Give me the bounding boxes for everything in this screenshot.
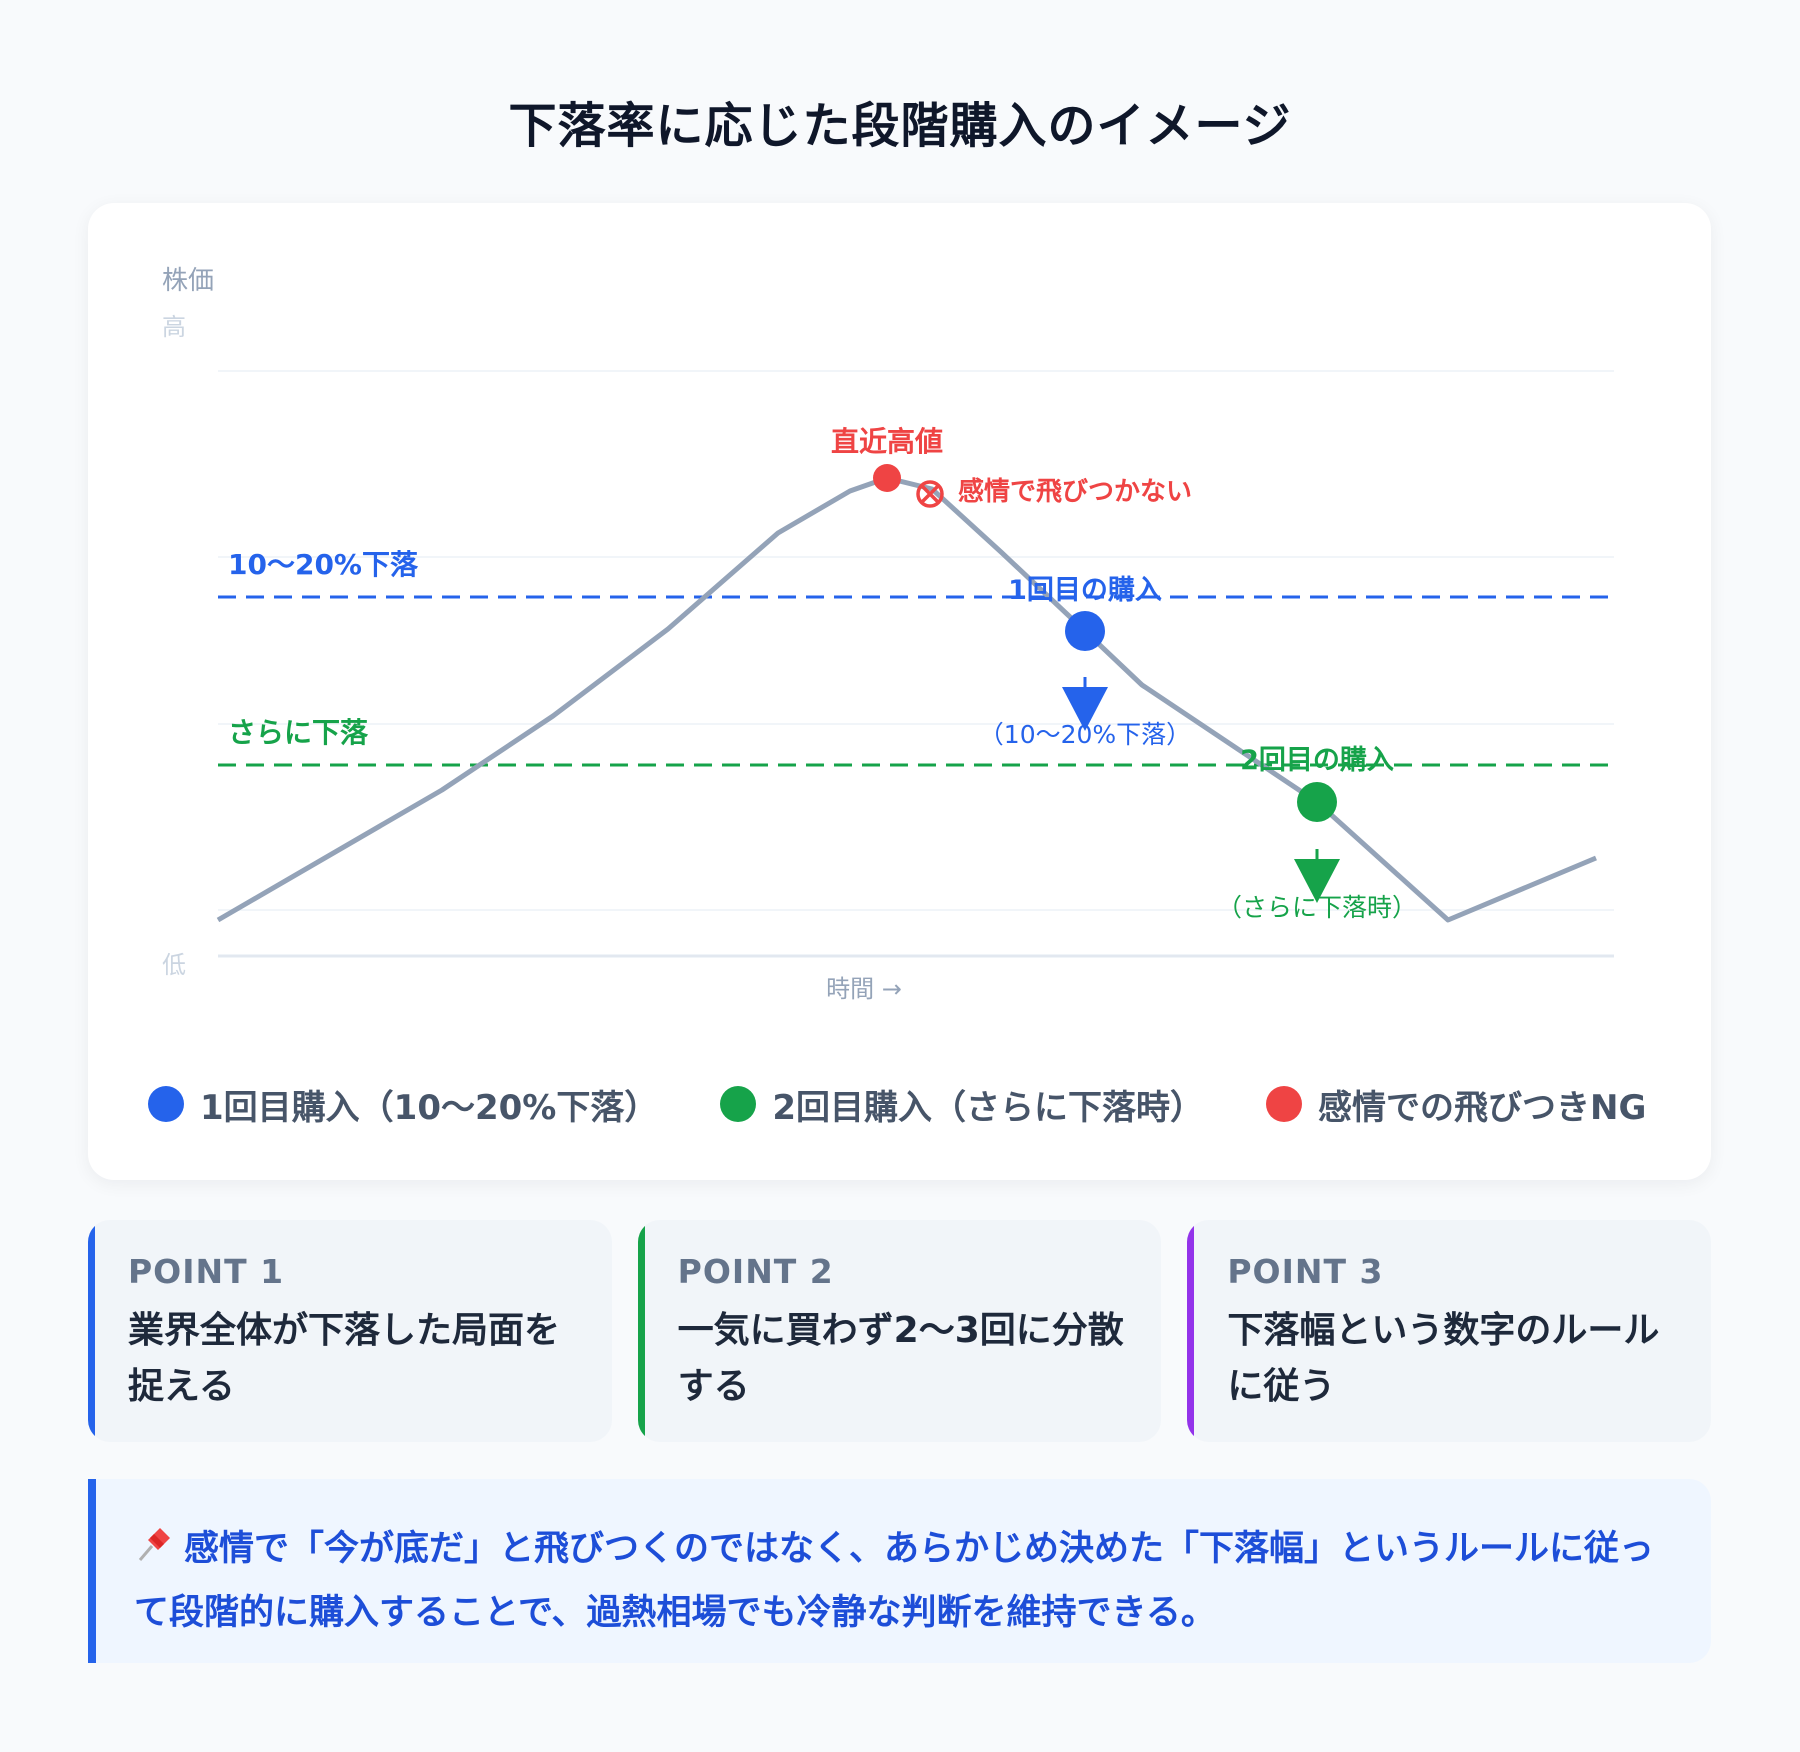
accent-bar [1187, 1220, 1195, 1442]
blue-threshold-label: 10〜20%下落 [228, 548, 419, 581]
buy2-sub-label: （さらに下落時） [1217, 893, 1417, 922]
red-dot-icon [1266, 1086, 1303, 1122]
point-text: 業界全体が下落した局面を捉える [128, 1310, 561, 1407]
accent-bar [637, 1220, 645, 1442]
point-label: POINT 1 [128, 1252, 285, 1291]
blue-dot-icon [148, 1086, 184, 1122]
green-dot-icon [720, 1086, 757, 1122]
x-axis-label: 時間 → [826, 975, 902, 1003]
chart-legend: 1回目購入（10〜20%下落） 2回目購入（さらに下落時） 感情での飛びつきNG [148, 1079, 1671, 1129]
note-text: 感情で「今が底だ」と飛びつくのではなく、あらかじめ決めた「下落幅」というルールに… [134, 1517, 1671, 1645]
buy1-marker [1065, 611, 1105, 651]
price-line [216, 475, 1597, 923]
accent-bar [88, 1220, 95, 1442]
point-label: POINT 3 [1227, 1252, 1384, 1291]
point-label: POINT 2 [677, 1252, 834, 1291]
green-threshold-label: さらに下落 [228, 716, 369, 749]
peak-marker [873, 464, 901, 492]
point-cards: POINT 1 業界全体が下落した局面を捉える POINT 2 一気に買わず2〜… [88, 1220, 1712, 1442]
legend-label: 感情での飛びつきNG [1318, 1087, 1647, 1128]
legend-item-ng: 感情での飛びつきNG [1266, 1080, 1646, 1129]
buy2-marker [1297, 782, 1337, 822]
legend-label: 2回目購入（さらに下落時） [772, 1087, 1205, 1128]
y-high-label: 高 [162, 313, 186, 341]
point-text: 下落幅という数字のルールに従う [1227, 1310, 1660, 1407]
y-axis-label: 株価 [162, 266, 214, 296]
accent-bar [88, 1479, 96, 1663]
summary-note: 感情で「今が底だ」と飛びつくのではなく、あらかじめ決めた「下落幅」というルールに… [88, 1479, 1711, 1663]
point-card-2: POINT 2 一気に買わず2〜3回に分散する [637, 1220, 1162, 1442]
buy2-down-arrow-icon [1294, 849, 1340, 903]
buy1-sub-label: （10〜20%下落） [979, 720, 1191, 749]
y-low-label: 低 [162, 951, 186, 979]
ng-x-icon [916, 480, 944, 508]
point-text: 一気に買わず2〜3回に分散する [677, 1310, 1124, 1407]
peak-label: 直近高値 [831, 425, 943, 458]
ng-label: 感情で飛びつかない [958, 477, 1192, 507]
point-card-3: POINT 3 下落幅という数字のルールに従う [1187, 1220, 1712, 1442]
buy1-down-arrow-icon [1062, 677, 1108, 731]
gridlines [218, 370, 1614, 911]
pushpin-icon [138, 1528, 170, 1561]
buy1-label: 1回目の購入 [1008, 575, 1162, 606]
point-card-1: POINT 1 業界全体が下落した局面を捉える [88, 1220, 612, 1442]
chart-card: 株価 高 低 時間 → 10〜20%下落 さらに下落 直近高値 感情で飛びつかな… [88, 203, 1711, 1180]
legend-label: 1回目購入（10〜20%下落） [200, 1087, 659, 1128]
line-chart: 株価 高 低 時間 → 10〜20%下落 さらに下落 直近高値 感情で飛びつかな… [162, 266, 1614, 1003]
buy2-label: 2回目の購入 [1240, 745, 1394, 776]
legend-item-buy2: 2回目購入（さらに下落時） [720, 1080, 1204, 1129]
note-body: 感情で「今が底だ」と飛びつくのではなく、あらかじめ決めた「下落幅」というルールに… [134, 1529, 1655, 1633]
page-title: 下落率に応じた段階購入のイメージ [508, 98, 1292, 154]
legend-item-buy1: 1回目購入（10〜20%下落） [148, 1080, 658, 1129]
